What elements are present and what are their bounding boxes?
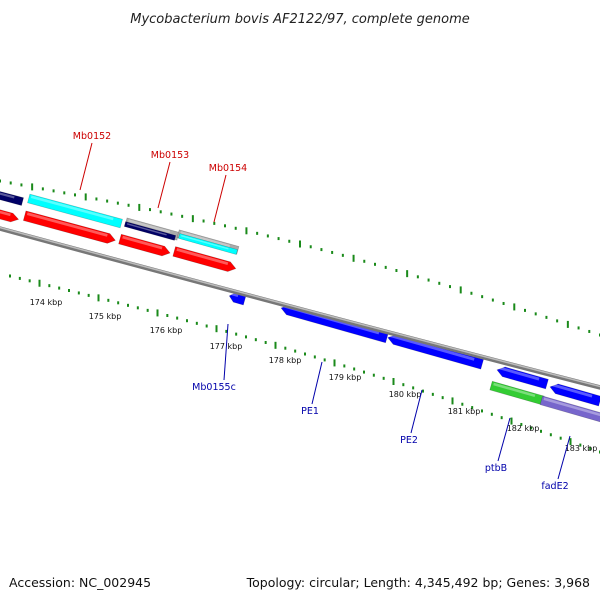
forward-cds-Mb0153[interactable]: [118, 233, 172, 258]
backbone-layer: [0, 226, 600, 390]
scale-label: 175 kbp: [89, 312, 122, 321]
label-layer: Mb0152 Mb0153 Mb0154 Mb0155c PE1 PE2 ptbB fadE2: [73, 131, 571, 492]
gene-leader-line: [410, 389, 423, 434]
forward-gene-Mb0154[interactable]: [178, 233, 238, 255]
genome-backbone: [0, 226, 600, 390]
forward-cds-Mb0154[interactable]: [172, 246, 237, 274]
forward-gene-dark-Mb0153[interactable]: [123, 221, 177, 241]
forward-gene-Mb0152[interactable]: [27, 193, 123, 229]
forward-gene-dark-left[interactable]: [0, 190, 24, 206]
genome-summary-text: Topology: circular; Length: 4,345,492 bp…: [246, 575, 590, 590]
gene-leader-line: [223, 323, 229, 381]
scale-label: 178 kbp: [269, 356, 302, 365]
gene-label-Mb0155c[interactable]: Mb0155c: [192, 382, 236, 393]
reverse-cds-ptbB[interactable]: [496, 365, 549, 390]
feature-layer: [0, 190, 600, 425]
scale-label: 181 kbp: [448, 407, 481, 416]
genome-backbone-highlight: [0, 226, 600, 388]
gene-label-Mb0152[interactable]: Mb0152: [73, 131, 111, 142]
gene-leader-line: [79, 142, 93, 191]
gene-leader-line: [213, 174, 227, 223]
scale-label: 176 kbp: [150, 326, 183, 335]
reverse-gene-fadE2[interactable]: [539, 395, 600, 425]
gene-leader-line: [557, 435, 571, 480]
gene-leader-line: [497, 417, 511, 462]
map-title: Mycobacterium bovis AF2122/97, complete …: [130, 12, 469, 27]
forward-cds-left[interactable]: [0, 207, 20, 223]
gene-label-Mb0154[interactable]: Mb0154: [209, 163, 247, 174]
forward-cds-Mb0152[interactable]: [22, 210, 116, 245]
reverse-cds-PE2[interactable]: [386, 333, 484, 370]
reverse-cds-fadE2[interactable]: [549, 382, 600, 407]
gene-label-fadE2[interactable]: fadE2: [541, 481, 568, 492]
gene-label-PE2[interactable]: PE2: [400, 435, 418, 446]
gene-label-PE1[interactable]: PE1: [301, 406, 319, 417]
gene-leader-line: [311, 361, 323, 405]
scale-label: 174 kbp: [30, 298, 63, 307]
scale-label: 180 kbp: [389, 390, 422, 399]
scale-label: 179 kbp: [329, 373, 362, 382]
gene-leader-line: [157, 161, 171, 209]
accession-text: Accession: NC_002945: [9, 575, 151, 590]
gene-label-ptbB[interactable]: ptbB: [485, 463, 507, 474]
gene-label-Mb0153[interactable]: Mb0153: [151, 150, 189, 161]
scale-label: 182 kbp: [507, 424, 540, 433]
scale-label: 183 kbp: [565, 444, 598, 453]
